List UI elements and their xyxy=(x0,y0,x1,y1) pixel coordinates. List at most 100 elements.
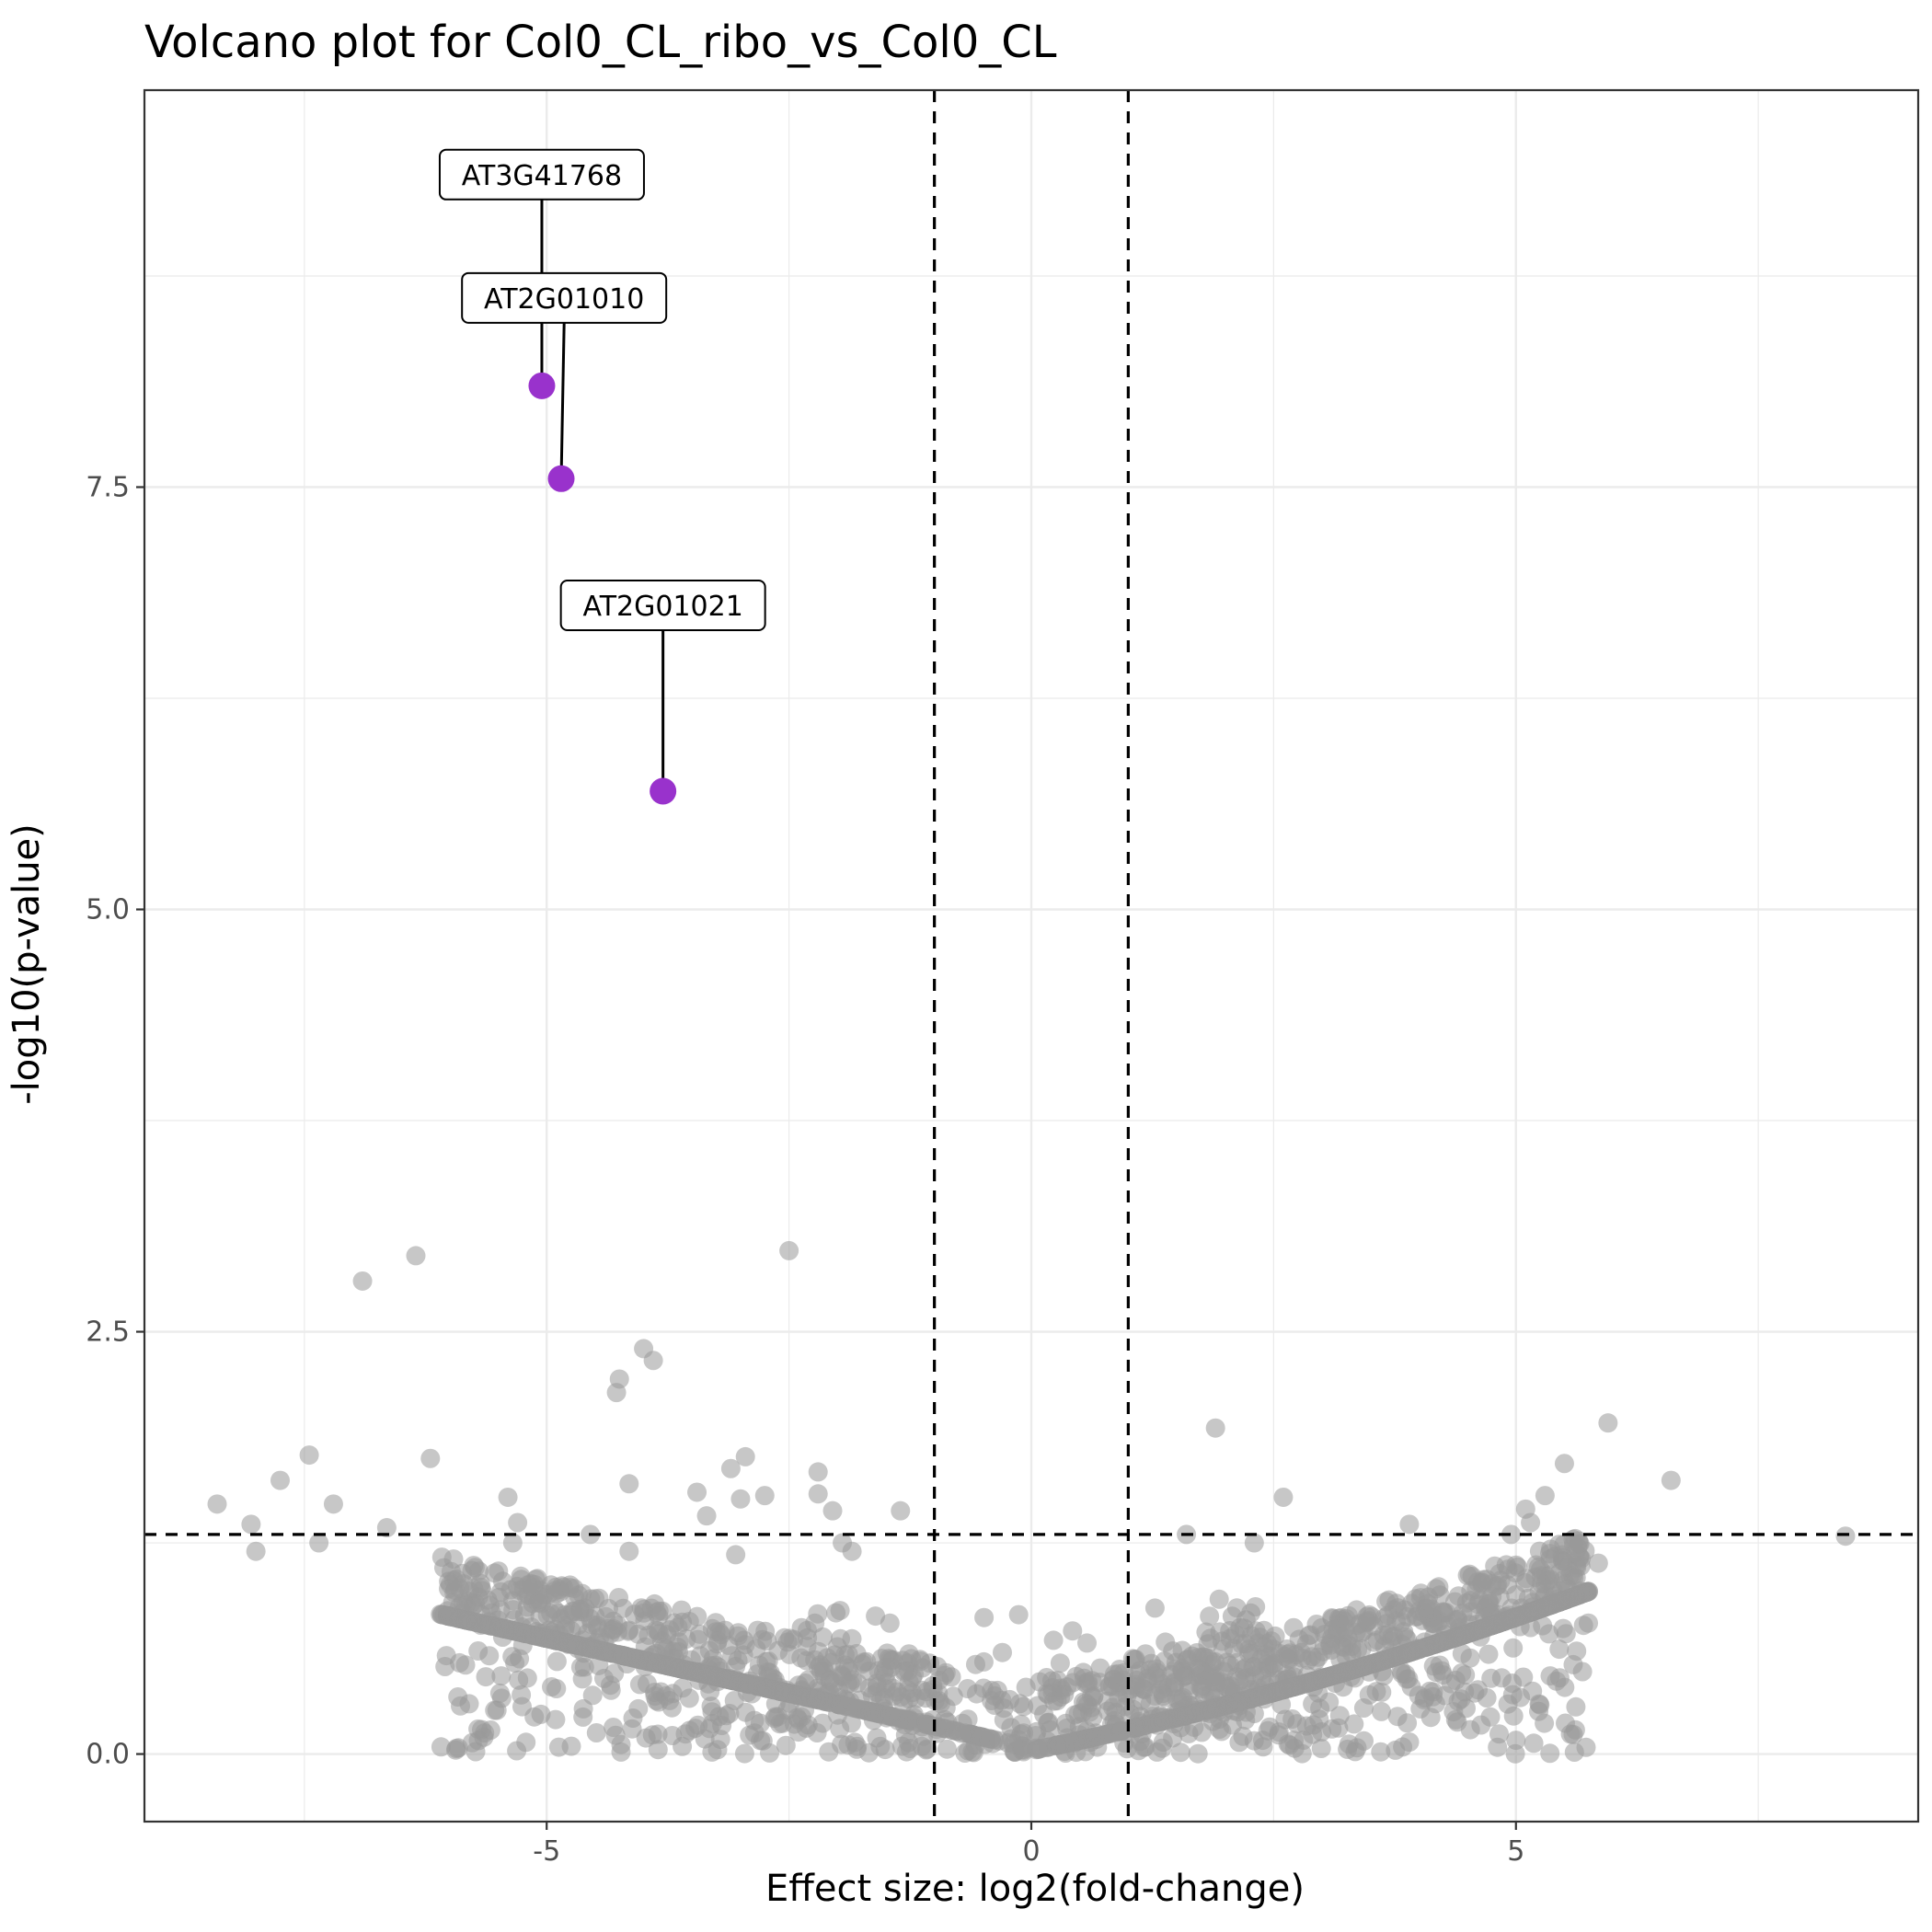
data-point xyxy=(1233,1726,1253,1746)
data-point xyxy=(726,1656,746,1676)
data-point xyxy=(512,1696,532,1717)
data-point xyxy=(702,1742,722,1762)
data-point xyxy=(683,1662,703,1682)
data-point xyxy=(1077,1633,1097,1653)
data-point xyxy=(632,1650,652,1670)
data-point xyxy=(582,1685,603,1706)
data-point xyxy=(1565,1719,1585,1740)
data-point xyxy=(845,1732,865,1753)
highlighted-point xyxy=(528,372,556,399)
data-point xyxy=(1014,1723,1034,1743)
data-point xyxy=(776,1735,796,1755)
data-point xyxy=(753,1629,773,1650)
data-point xyxy=(1028,1696,1048,1716)
data-point xyxy=(843,1697,863,1718)
data-point xyxy=(1155,1687,1175,1708)
data-point xyxy=(451,1609,471,1629)
data-point xyxy=(726,1545,746,1565)
data-point xyxy=(546,1679,567,1698)
data-point xyxy=(573,1707,593,1727)
data-point xyxy=(485,1700,505,1720)
data-point xyxy=(1209,1589,1229,1609)
data-point xyxy=(1273,1487,1294,1507)
data-point xyxy=(808,1462,828,1482)
data-point xyxy=(494,1618,514,1639)
data-point xyxy=(751,1731,771,1751)
data-point xyxy=(880,1613,900,1633)
data-point xyxy=(1049,1735,1069,1755)
data-point xyxy=(1448,1586,1468,1606)
data-point xyxy=(687,1482,707,1502)
data-point xyxy=(537,1605,558,1625)
data-point xyxy=(882,1650,902,1671)
data-point xyxy=(719,1704,740,1723)
data-point xyxy=(1572,1662,1593,1682)
data-point xyxy=(1308,1647,1328,1667)
x-tick-label: 5 xyxy=(1507,1835,1524,1868)
point-cloud xyxy=(431,1528,1599,1764)
y-tick-label: 7.5 xyxy=(86,471,130,503)
data-point xyxy=(581,1589,601,1609)
data-point xyxy=(634,1603,654,1623)
data-point xyxy=(489,1561,509,1581)
data-point xyxy=(453,1563,472,1583)
y-tick-label: 5.0 xyxy=(86,894,130,926)
data-point xyxy=(701,1696,721,1717)
y-tick-label: 2.5 xyxy=(86,1317,130,1349)
data-point xyxy=(754,1486,775,1506)
data-point xyxy=(455,1655,476,1675)
data-point xyxy=(652,1654,673,1674)
data-point xyxy=(984,1685,1005,1706)
data-point xyxy=(1010,1694,1029,1714)
data-point xyxy=(993,1642,1012,1662)
data-point xyxy=(1481,1668,1501,1688)
data-point xyxy=(770,1714,789,1734)
data-point xyxy=(1311,1739,1331,1758)
data-point xyxy=(1425,1694,1445,1714)
threshold-lines xyxy=(144,90,1918,1822)
highlighted-point xyxy=(650,777,677,805)
data-point xyxy=(1163,1708,1183,1729)
data-point xyxy=(826,1603,846,1623)
data-point xyxy=(891,1501,911,1521)
data-point xyxy=(1598,1413,1618,1433)
data-point xyxy=(1244,1533,1264,1553)
data-point xyxy=(1478,1644,1499,1664)
data-point xyxy=(1452,1663,1472,1683)
data-point xyxy=(471,1577,491,1597)
label-connector-line xyxy=(559,322,566,479)
data-point xyxy=(1467,1572,1488,1593)
x-axis: -5 0 5 xyxy=(533,1822,1524,1868)
data-point xyxy=(445,1581,466,1601)
data-point xyxy=(1283,1617,1304,1638)
data-point xyxy=(842,1670,862,1690)
data-point xyxy=(491,1666,512,1686)
data-point xyxy=(1148,1669,1168,1689)
data-point xyxy=(323,1494,343,1514)
data-point xyxy=(1249,1686,1270,1707)
data-point xyxy=(1211,1672,1230,1692)
data-point xyxy=(1098,1701,1118,1721)
data-point xyxy=(1205,1418,1225,1438)
data-point xyxy=(1426,1579,1446,1599)
data-point xyxy=(699,1640,719,1661)
data-point xyxy=(1039,1712,1059,1732)
data-point xyxy=(1549,1639,1570,1660)
data-point xyxy=(1470,1619,1490,1639)
data-point xyxy=(1234,1618,1254,1639)
data-point xyxy=(1372,1701,1391,1721)
data-point xyxy=(1511,1687,1531,1708)
data-point xyxy=(1371,1742,1391,1762)
data-point xyxy=(1375,1650,1396,1670)
data-point xyxy=(1170,1742,1190,1763)
data-point xyxy=(1246,1597,1266,1616)
data-point xyxy=(1184,1703,1204,1723)
gene-label: AT2G01021 xyxy=(583,591,743,623)
data-point xyxy=(1329,1706,1350,1726)
data-point xyxy=(1469,1590,1489,1610)
data-point xyxy=(1043,1630,1064,1650)
data-point xyxy=(891,1736,912,1756)
data-point xyxy=(1588,1553,1608,1573)
data-point xyxy=(902,1649,922,1669)
data-point xyxy=(476,1667,496,1687)
